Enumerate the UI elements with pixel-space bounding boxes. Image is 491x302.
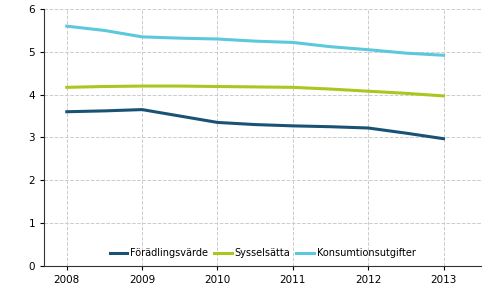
Sysselsätta — [177, 84, 183, 88]
Konsumtionsutgifter — [365, 48, 371, 52]
Legend: Förädlingsvärde, Sysselsätta, Konsumtionsutgifter: Förädlingsvärde, Sysselsätta, Konsumtion… — [107, 245, 418, 261]
Sysselsätta — [327, 87, 333, 91]
Sysselsätta — [403, 92, 409, 95]
Sysselsätta — [440, 94, 446, 98]
Konsumtionsutgifter — [102, 29, 108, 32]
Förädlingsvärde — [102, 109, 108, 113]
Förädlingsvärde — [403, 131, 409, 135]
Line: Sysselsätta: Sysselsätta — [67, 86, 443, 96]
Konsumtionsutgifter — [177, 36, 183, 40]
Konsumtionsutgifter — [64, 24, 70, 28]
Sysselsätta — [365, 89, 371, 93]
Konsumtionsutgifter — [290, 41, 296, 44]
Förädlingsvärde — [177, 114, 183, 118]
Line: Konsumtionsutgifter: Konsumtionsutgifter — [67, 26, 443, 55]
Konsumtionsutgifter — [139, 35, 145, 39]
Förädlingsvärde — [215, 120, 220, 124]
Sysselsätta — [290, 85, 296, 89]
Konsumtionsutgifter — [440, 53, 446, 57]
Förädlingsvärde — [365, 126, 371, 130]
Konsumtionsutgifter — [215, 37, 220, 41]
Sysselsätta — [139, 84, 145, 88]
Sysselsätta — [215, 85, 220, 88]
Förädlingsvärde — [252, 123, 258, 127]
Förädlingsvärde — [290, 124, 296, 128]
Förädlingsvärde — [327, 125, 333, 129]
Förädlingsvärde — [139, 108, 145, 111]
Konsumtionsutgifter — [327, 45, 333, 49]
Sysselsätta — [252, 85, 258, 89]
Sysselsätta — [64, 85, 70, 89]
Förädlingsvärde — [440, 137, 446, 140]
Konsumtionsutgifter — [403, 51, 409, 55]
Line: Förädlingsvärde: Förädlingsvärde — [67, 110, 443, 139]
Konsumtionsutgifter — [252, 39, 258, 43]
Förädlingsvärde — [64, 110, 70, 114]
Sysselsätta — [102, 85, 108, 88]
